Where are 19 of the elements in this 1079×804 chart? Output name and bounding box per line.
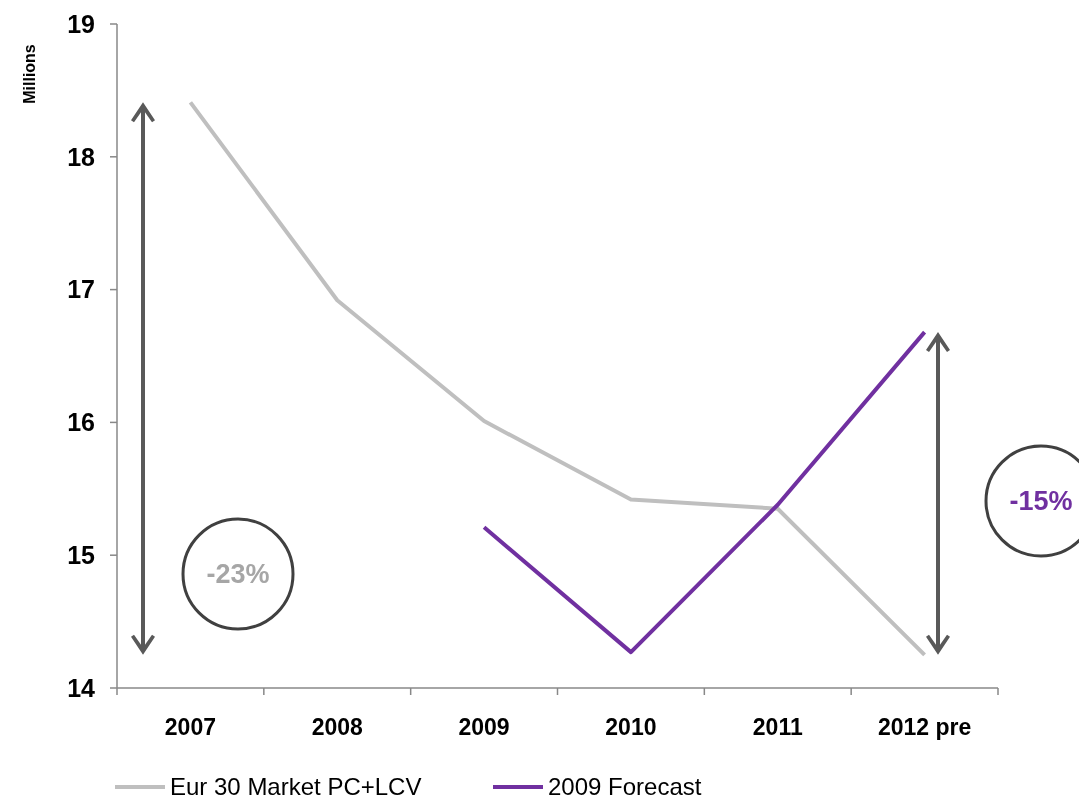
x-tick-label: 2012 pre — [877, 714, 972, 740]
x-tick-label: 2008 — [311, 714, 364, 740]
y-tick-label: 17 — [67, 275, 95, 304]
x-tick-label: 2009 — [458, 714, 510, 740]
x-tick-label: 2010 — [605, 714, 657, 740]
line-series — [188, 100, 927, 657]
y-tick-label: 16 — [67, 408, 95, 437]
line-series — [482, 330, 927, 655]
x-tick-label: 2011 — [752, 714, 803, 740]
legend-label: 2009 Forecast — [548, 773, 702, 801]
y-tick-label: 18 — [67, 142, 96, 171]
y-tick-label: 15 — [67, 540, 96, 569]
x-tick-label: 2007 — [164, 714, 216, 740]
text: -15% — [1009, 486, 1073, 517]
y-tick-label: 19 — [67, 9, 95, 38]
y-tick-label: 14 — [67, 673, 96, 702]
y-axis-title: Millions — [21, 44, 38, 104]
annotation: -23% — [206, 559, 270, 590]
legend-label: Eur 30 Market PC+LCV — [170, 773, 422, 801]
